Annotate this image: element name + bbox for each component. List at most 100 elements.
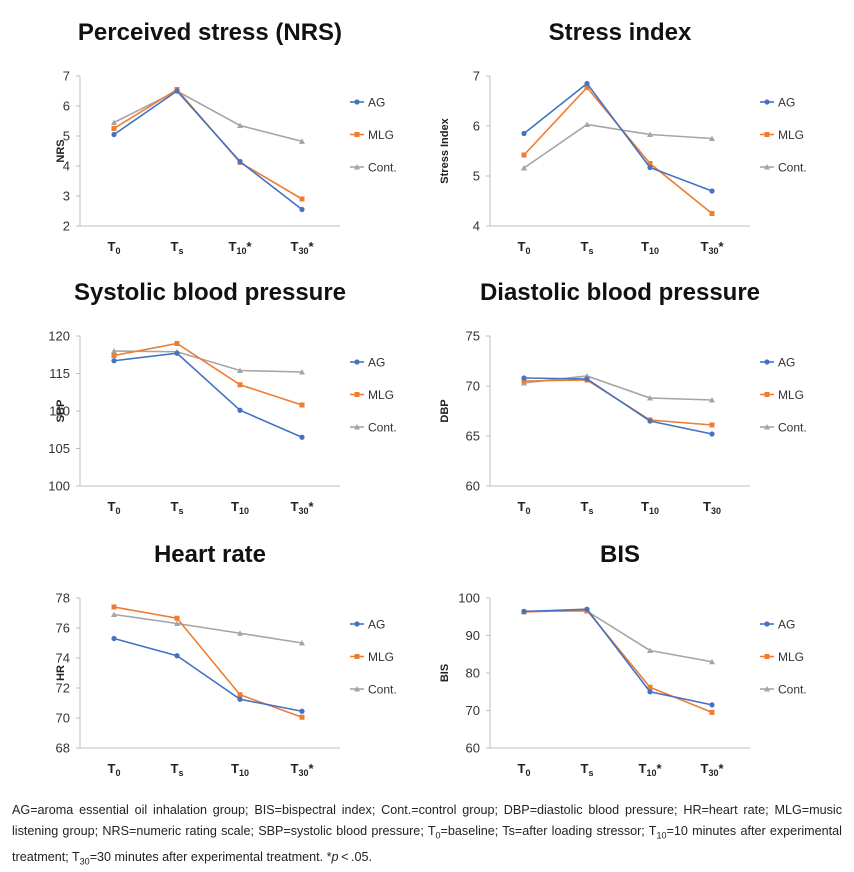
y-tick-label: 100 (458, 591, 480, 606)
data-point-ag (647, 418, 653, 424)
legend-label: AG (368, 96, 385, 110)
legend-label: MLG (778, 650, 804, 664)
x-tick-subscript: s (588, 768, 593, 778)
x-tick-subscript: s (588, 506, 593, 516)
x-tick-significance-mark: * (718, 761, 724, 776)
x-tick-letter: T (518, 239, 526, 254)
y-tick-label: 110 (49, 404, 70, 419)
x-tick-label: T0 (518, 499, 531, 516)
data-point-cont (237, 122, 243, 128)
y-tick-label: 3 (63, 189, 70, 204)
x-tick-letter: T (641, 239, 649, 254)
data-point-ag (521, 130, 527, 137)
series-line-cont (524, 610, 713, 663)
x-tick-letter: T (231, 499, 239, 514)
series-line-ag (113, 352, 303, 438)
y-tick-label: 68 (56, 741, 70, 756)
x-tick-subscript: 10 (236, 246, 246, 256)
x-tick-letter: T (518, 499, 526, 514)
y-axis-label: NRS (55, 139, 67, 162)
legend-marker (764, 654, 770, 659)
data-point-cont (237, 367, 243, 373)
data-point-cont (521, 165, 527, 171)
data-point-ag (521, 375, 527, 381)
x-tick-label: T30* (700, 239, 724, 256)
data-point-mlg (299, 714, 305, 720)
y-tick-label: 6 (473, 119, 480, 134)
legend-marker (354, 424, 360, 430)
legend-label: AG (368, 356, 385, 370)
data-point-cont (299, 369, 305, 375)
legend-label: AG (368, 618, 385, 632)
x-tick-letter: T (581, 239, 589, 254)
x-tick-label: T10 (641, 239, 659, 256)
x-tick-label: Ts (581, 761, 594, 778)
legend-marker (764, 621, 770, 627)
data-point-cont (111, 611, 117, 617)
data-point-mlg (709, 211, 715, 216)
footnote-text: =baseline; Ts=after loading stressor; T (440, 824, 657, 838)
x-tick-subscript: 30 (708, 246, 718, 256)
x-tick-label: T0 (108, 499, 121, 516)
data-point-mlg (521, 378, 527, 384)
data-point-ag (521, 608, 527, 615)
x-tick-subscript: 30 (298, 506, 308, 516)
y-tick-label: 100 (48, 479, 70, 494)
legend-label: MLG (368, 650, 394, 664)
y-tick-label: 7 (473, 69, 480, 84)
data-point-ag (174, 653, 180, 659)
y-tick-label: 76 (56, 621, 70, 636)
legend-label: AG (778, 618, 795, 632)
x-tick-label: T30 (703, 499, 721, 516)
footnote-text: 30 (79, 856, 90, 867)
data-point-ag (299, 708, 305, 714)
y-tick-label: 115 (49, 366, 70, 381)
data-point-cont (647, 131, 653, 137)
data-point-ag (709, 702, 715, 708)
legend-marker (354, 392, 360, 397)
data-point-ag (237, 158, 243, 165)
y-tick-label: 78 (56, 591, 70, 606)
x-tick-letter: T (231, 761, 239, 776)
data-point-cont (299, 640, 305, 646)
x-tick-label: Ts (581, 499, 594, 516)
legend-marker (354, 654, 360, 659)
x-tick-subscript: 10 (646, 768, 656, 778)
legend-label: AG (778, 356, 795, 370)
x-tick-letter: T (581, 761, 589, 776)
footnote-text: 10 (656, 830, 667, 841)
x-tick-letter: T (638, 761, 646, 776)
data-point-ag (111, 635, 117, 642)
series-line-ag (523, 377, 713, 435)
legend-label: Cont. (778, 421, 807, 435)
data-point-ag (584, 606, 590, 612)
y-axis-label: DBP (439, 399, 451, 422)
data-point-ag (584, 376, 590, 382)
x-tick-subscript: s (178, 506, 183, 516)
y-tick-label: 90 (466, 628, 480, 643)
legend-label: Cont. (778, 683, 807, 697)
legend-marker (354, 359, 360, 365)
legend-marker (354, 164, 360, 170)
x-tick-label: T0 (518, 761, 531, 778)
x-tick-subscript: 30 (298, 768, 308, 778)
data-point-mlg (111, 353, 117, 358)
data-point-mlg (111, 126, 117, 131)
legend-label: MLG (368, 388, 394, 402)
x-tick-label: Ts (581, 239, 594, 256)
data-point-mlg (647, 684, 653, 690)
x-tick-label: T10* (638, 761, 662, 778)
data-point-mlg (174, 341, 180, 346)
series-line-mlg (113, 606, 303, 719)
x-tick-label: Ts (171, 499, 184, 516)
x-tick-label: T30* (290, 239, 314, 256)
footnote-text: < .05. (338, 849, 372, 864)
data-point-mlg (111, 604, 117, 610)
x-tick-label: T0 (108, 761, 121, 778)
legend-marker (764, 392, 770, 397)
data-point-cont (647, 395, 653, 401)
series-line-ag (523, 82, 713, 192)
